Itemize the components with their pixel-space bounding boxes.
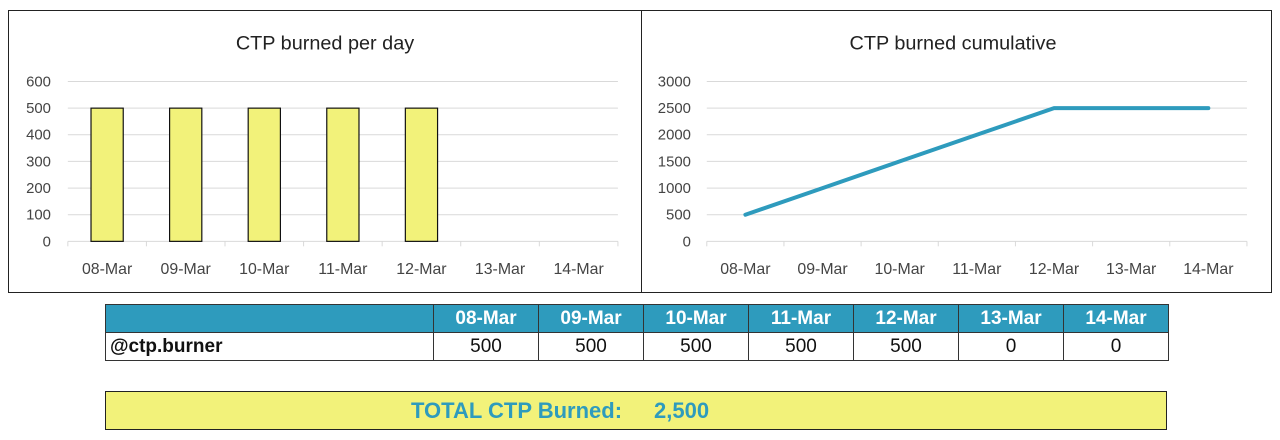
x-tick-label: 09-Mar [161, 261, 212, 278]
y-tick-label: 2500 [658, 101, 691, 117]
y-tick-label: 100 [26, 208, 51, 224]
table-header-cell: 10-Mar [643, 304, 749, 333]
table-cell: 0 [1063, 332, 1169, 361]
x-tick-label: 09-Mar [797, 261, 848, 278]
table-cell: 500 [853, 332, 959, 361]
table-header-cell: 08-Mar [433, 304, 539, 333]
y-tick-label: 300 [26, 154, 51, 170]
x-tick-label: 14-Mar [553, 261, 604, 278]
y-tick-label: 200 [26, 181, 51, 197]
y-tick-label: 400 [26, 128, 51, 144]
summary-table: 08-Mar 09-Mar 10-Mar 11-Mar 12-Mar 13-Ma… [105, 304, 1169, 361]
y-tick-label: 3000 [658, 74, 691, 90]
table-cell: 500 [643, 332, 749, 361]
y-tick-label: 1500 [658, 154, 691, 170]
x-tick-label: 13-Mar [475, 261, 526, 278]
y-tick-label: 0 [683, 234, 691, 250]
x-tick-label: 11-Mar [318, 261, 368, 278]
table-header-cell: 11-Mar [748, 304, 854, 333]
x-tick-label: 10-Mar [875, 261, 926, 278]
x-tick-label: 08-Mar [720, 261, 771, 278]
table-cell: 500 [538, 332, 644, 361]
y-tick-label: 600 [26, 74, 51, 90]
chart-title: CTP burned per day [236, 33, 414, 55]
chart-title: CTP burned cumulative [850, 33, 1057, 55]
table-header-cell: 09-Mar [538, 304, 644, 333]
line-chart-panel: CTP burned cumulative 0 500 1000 1500 2000 250… [641, 10, 1272, 293]
y-tick-label: 1000 [658, 181, 691, 197]
bar [247, 107, 281, 242]
table-cell: 500 [433, 332, 539, 361]
bar [169, 107, 203, 242]
total-value: 2,500 [654, 397, 710, 423]
total-label: TOTAL CTP Burned: [411, 397, 623, 423]
table-header-cell: 13-Mar [958, 304, 1064, 333]
x-tick-label: 12-Mar [396, 261, 447, 278]
y-tick-label: 500 [26, 101, 51, 117]
table-row: @ctp.burner 500 500 500 500 500 0 0 [105, 332, 1169, 361]
x-tick-label: 08-Mar [82, 261, 133, 278]
x-tick-label: 12-Mar [1029, 261, 1080, 278]
y-tick-label: 500 [666, 208, 691, 224]
bar [404, 107, 439, 242]
x-tick-label: 11-Mar [952, 261, 1002, 278]
x-tick-label: 14-Mar [1183, 261, 1234, 278]
table-header-cell: 12-Mar [853, 304, 959, 333]
x-tick-label: 10-Mar [239, 261, 290, 278]
bar-chart: CTP burned per day 0 100 200 300 400 500 600 08-… [26, 33, 619, 278]
y-tick-label: 2000 [658, 128, 691, 144]
total-banner: TOTAL CTP Burned: 2,500 [105, 391, 1167, 430]
table-cell: 0 [958, 332, 1064, 361]
table-cell: 500 [748, 332, 854, 361]
table-header-cell: 14-Mar [1063, 304, 1169, 333]
bar [326, 107, 360, 242]
series-line [743, 106, 1211, 217]
y-tick-label: 0 [43, 234, 51, 250]
table-header-row: 08-Mar 09-Mar 10-Mar 11-Mar 12-Mar 13-Ma… [105, 304, 1169, 333]
line-chart: CTP burned cumulative 0 500 1000 1500 2000 250… [658, 33, 1248, 278]
table-header-cell [105, 304, 434, 333]
x-tick-label: 13-Mar [1106, 261, 1157, 278]
bar-chart-panel: CTP burned per day 0 100 200 300 400 500 600 08-… [8, 10, 643, 293]
row-label: @ctp.burner [105, 332, 434, 361]
bar [90, 107, 124, 242]
